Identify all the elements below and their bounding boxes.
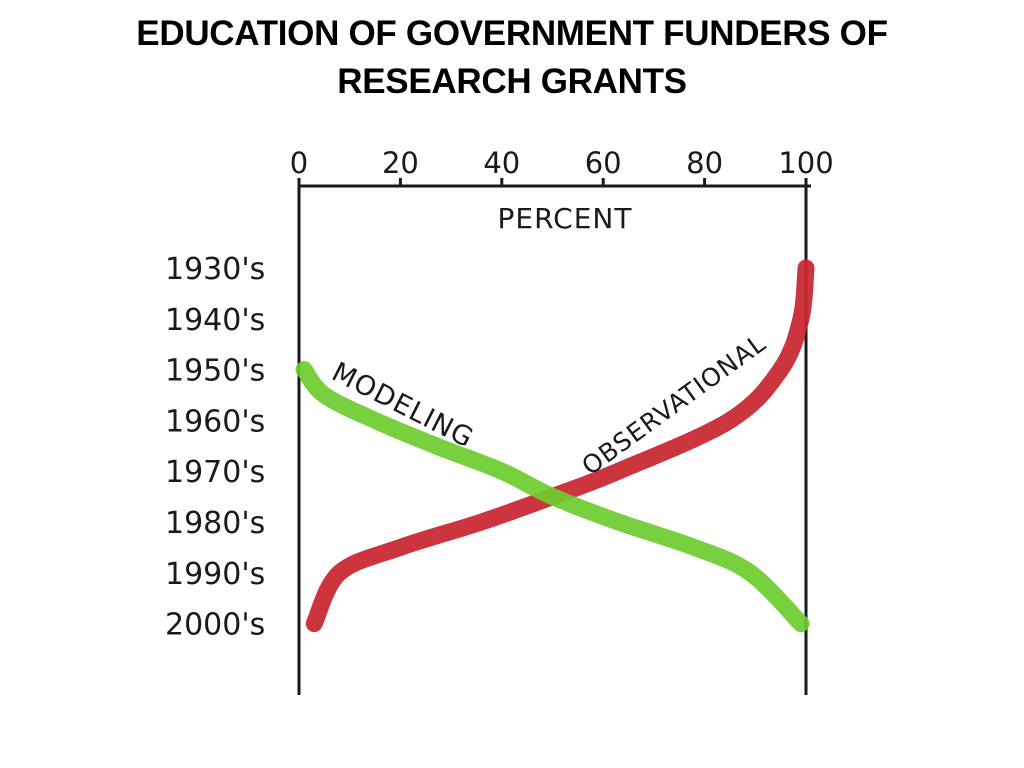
y-category-label: 1960's bbox=[165, 404, 265, 439]
x-axis-label: PERCENT bbox=[498, 202, 633, 235]
title-line-2: RESEARCH GRANTS bbox=[337, 62, 687, 101]
chart-axes bbox=[297, 179, 811, 695]
chart-ticks: 0 20 40 60 80 100 bbox=[290, 146, 834, 186]
x-tick-label: 40 bbox=[483, 146, 520, 180]
x-tick-label: 20 bbox=[382, 146, 419, 180]
title-line-1: EDUCATION OF GOVERNMENT FUNDERS OF bbox=[136, 14, 888, 53]
x-tick-label: 100 bbox=[778, 146, 833, 180]
chart-series-labels: MODELING OBSERVATIONAL bbox=[327, 328, 772, 481]
y-category-label: 1940's bbox=[165, 303, 265, 338]
page-title: EDUCATION OF GOVERNMENT FUNDERS OF RESEA… bbox=[0, 10, 1024, 106]
series-line-observational bbox=[305, 259, 815, 633]
y-category-label: 1970's bbox=[165, 455, 265, 490]
y-category-label: 1980's bbox=[165, 506, 265, 541]
y-category-label: 1990's bbox=[165, 557, 265, 592]
x-tick-label: 80 bbox=[686, 146, 723, 180]
y-category-label: 2000's bbox=[165, 608, 265, 643]
x-tick-label: 0 bbox=[290, 146, 308, 180]
y-category-label: 1950's bbox=[165, 354, 265, 389]
series-line-modeling bbox=[295, 361, 810, 633]
chart-series bbox=[295, 259, 815, 633]
x-tick-label: 60 bbox=[585, 146, 622, 180]
chart-categories: 1930's 1940's 1950's 1960's 1970's 1980's 1990… bbox=[165, 252, 265, 643]
y-category-label: 1930's bbox=[165, 252, 265, 287]
